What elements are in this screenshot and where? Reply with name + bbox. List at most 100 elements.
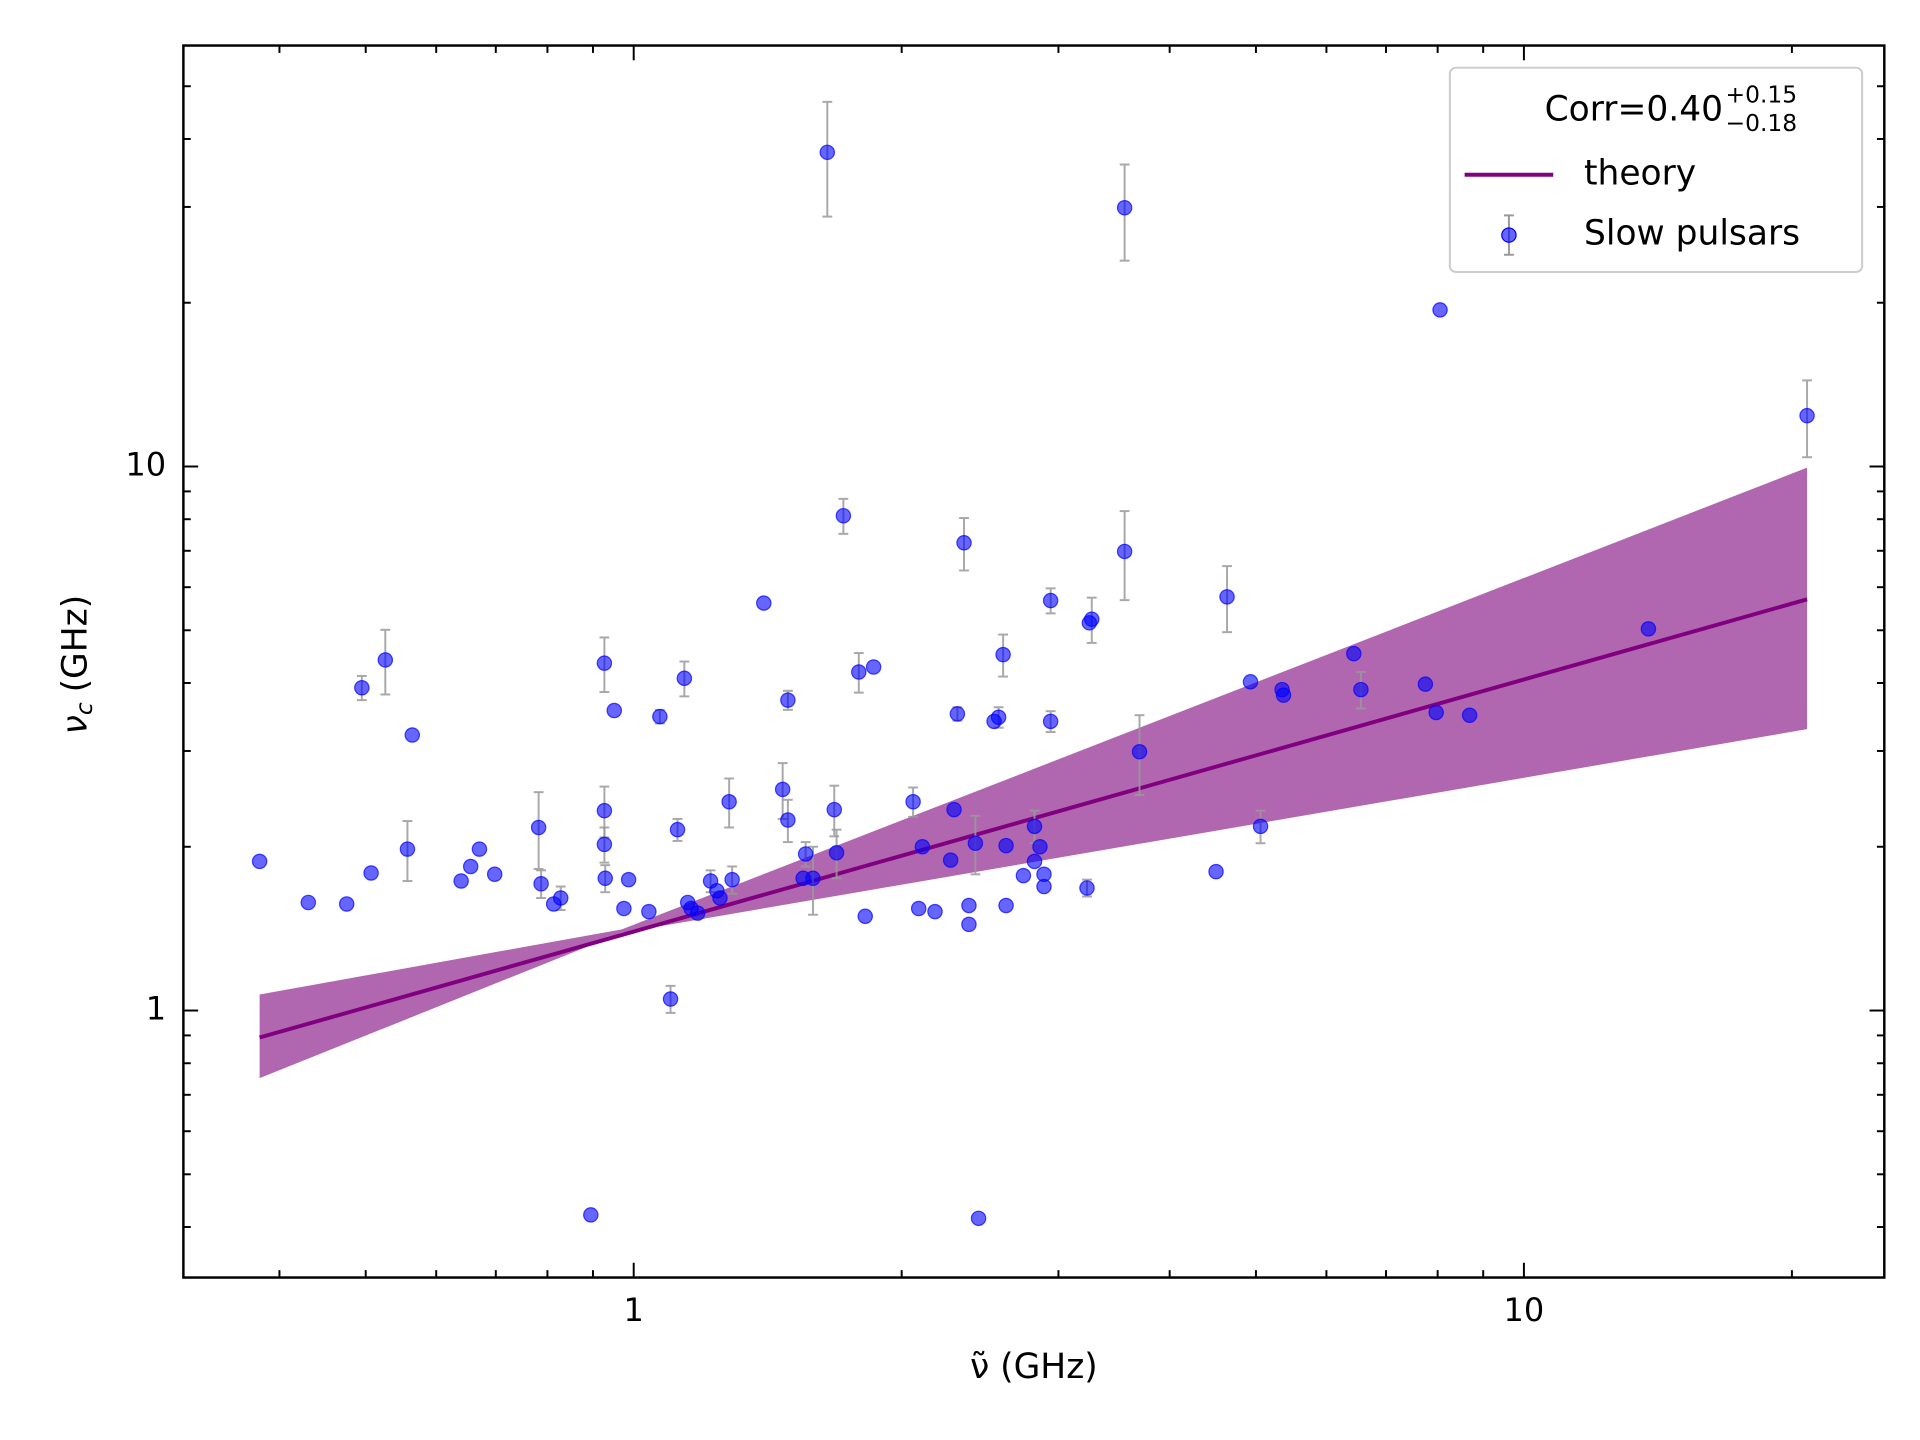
- data-point: [606, 702, 623, 719]
- data-point: [819, 144, 836, 161]
- data-point: [1461, 707, 1478, 723]
- data-point: [596, 802, 613, 819]
- data-point: [780, 692, 796, 708]
- data-point: [956, 535, 972, 551]
- data-point: [1116, 543, 1133, 560]
- x-tick-label: 1: [624, 1291, 644, 1329]
- data-point: [1015, 867, 1032, 884]
- data-point: [1353, 681, 1369, 698]
- data-point: [905, 793, 921, 810]
- data-point: [797, 846, 814, 862]
- y-tick-label: 1: [146, 990, 166, 1028]
- data-point: [453, 873, 469, 889]
- data-point: [1346, 645, 1362, 662]
- data-point: [652, 708, 668, 725]
- data-point: [1131, 743, 1148, 760]
- data-point: [1042, 592, 1059, 609]
- data-point: [533, 876, 549, 892]
- confidence-band: [259, 467, 1808, 1079]
- data-point: [363, 865, 379, 881]
- x-axis-label: ν̃ (GHz): [970, 1347, 1098, 1387]
- data-point: [998, 837, 1014, 854]
- data-point: [669, 821, 686, 838]
- data-point: [724, 871, 740, 888]
- data-point: [756, 595, 772, 611]
- data-point: [990, 709, 1007, 726]
- data-point: [338, 896, 355, 912]
- y-axis-label: νc (GHz): [55, 595, 98, 735]
- data-point: [354, 680, 370, 696]
- data-point: [530, 819, 547, 836]
- data-point: [1026, 853, 1043, 870]
- data-point: [1428, 704, 1444, 721]
- data-point: [942, 852, 959, 868]
- data-point: [597, 870, 613, 887]
- data-point: [805, 870, 821, 887]
- data-point: [961, 916, 977, 933]
- legend-label: theory: [1584, 153, 1696, 193]
- data-point: [995, 646, 1011, 663]
- data-point: [998, 897, 1014, 914]
- data-point: [946, 801, 962, 818]
- data-point: [949, 706, 966, 722]
- data-point: [1032, 839, 1048, 855]
- data-point: [399, 841, 416, 857]
- legend-marker: [1501, 227, 1517, 243]
- data-point: [620, 871, 637, 888]
- theory-line: [259, 597, 1808, 1040]
- data-point: [552, 890, 569, 906]
- legend-label: Slow pulsars: [1584, 214, 1800, 254]
- plot-frame: [182, 44, 1886, 1279]
- data-point: [1116, 199, 1133, 216]
- legend: Corr=0.40 +0.15−0.18 theory Slow pulsars: [1448, 66, 1864, 273]
- data-point: [689, 905, 706, 921]
- data-point: [251, 853, 268, 870]
- data-point: [1242, 674, 1259, 690]
- data-point: [1042, 713, 1059, 730]
- data-point: [780, 812, 796, 828]
- legend-title-sup: +0.15: [1726, 80, 1798, 108]
- data-point: [774, 781, 791, 798]
- y-label-unit: (GHz): [55, 595, 95, 693]
- data-point: [676, 670, 693, 687]
- data-point: [1219, 589, 1235, 605]
- data-point: [857, 908, 873, 925]
- data-point: [471, 841, 488, 857]
- data-point: [927, 903, 943, 920]
- data-point: [1640, 621, 1657, 637]
- data-point: [826, 801, 843, 818]
- data-point: [616, 900, 632, 917]
- data-point: [1417, 676, 1434, 692]
- data-point: [1036, 878, 1052, 895]
- data-point: [865, 659, 882, 675]
- data-point: [1208, 863, 1224, 880]
- legend-title: Corr=0.40: [1545, 89, 1723, 129]
- data-point: [828, 844, 845, 861]
- data-point: [721, 793, 737, 810]
- data-point: [910, 900, 927, 917]
- y-tick-label: 10: [125, 446, 166, 484]
- data-point: [1252, 818, 1269, 835]
- x-tick-label: 10: [1504, 1291, 1545, 1329]
- data-point: [1275, 687, 1292, 703]
- data-point: [377, 652, 394, 668]
- data-point: [1084, 611, 1100, 627]
- data-point: [662, 991, 679, 1007]
- legend-box: [1448, 66, 1864, 273]
- y-label-sub: c: [69, 702, 97, 715]
- data-point: [596, 655, 613, 671]
- legend-title-sub: −0.18: [1726, 109, 1798, 137]
- data-point: [961, 897, 977, 914]
- data-point: [1079, 880, 1095, 896]
- data-point: [851, 664, 867, 680]
- data-point: [641, 903, 657, 920]
- data-point: [1026, 818, 1043, 835]
- data-point: [914, 839, 931, 855]
- data-point: [486, 866, 503, 883]
- data-point: [967, 835, 984, 851]
- data-point: [1799, 407, 1815, 424]
- data-point: [835, 507, 852, 524]
- y-label-symbol: ν: [55, 715, 95, 734]
- data-point: [583, 1207, 599, 1223]
